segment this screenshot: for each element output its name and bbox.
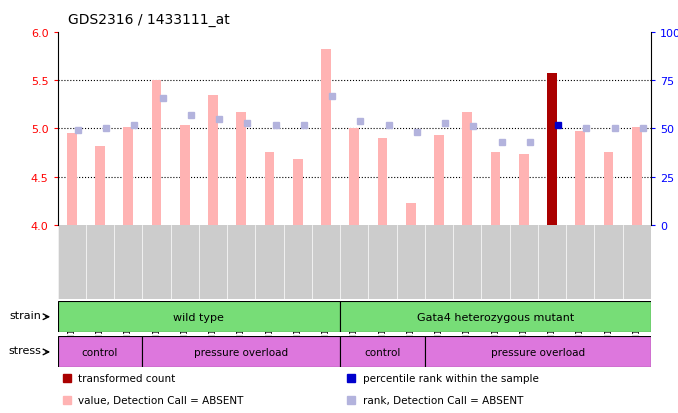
- Bar: [142, 337, 340, 368]
- Bar: [321, 50, 331, 225]
- Bar: [340, 301, 651, 332]
- Bar: [576, 132, 585, 225]
- Bar: [180, 126, 190, 225]
- Bar: [152, 81, 161, 225]
- Text: transformed count: transformed count: [79, 373, 176, 383]
- Text: percentile rank within the sample: percentile rank within the sample: [363, 373, 539, 383]
- Text: GDS2316 / 1433111_at: GDS2316 / 1433111_at: [68, 13, 230, 27]
- Bar: [603, 153, 614, 225]
- Bar: [293, 160, 302, 225]
- Bar: [632, 128, 641, 225]
- Text: control: control: [82, 347, 118, 357]
- Text: pressure overload: pressure overload: [491, 347, 585, 357]
- Text: Gata4 heterozygous mutant: Gata4 heterozygous mutant: [417, 312, 574, 322]
- Bar: [349, 129, 359, 225]
- Bar: [462, 113, 472, 225]
- Bar: [491, 153, 500, 225]
- Text: pressure overload: pressure overload: [194, 347, 288, 357]
- Text: value, Detection Call = ABSENT: value, Detection Call = ABSENT: [79, 395, 244, 405]
- Bar: [425, 337, 651, 368]
- Bar: [264, 153, 275, 225]
- Bar: [208, 95, 218, 225]
- Bar: [340, 337, 425, 368]
- Bar: [58, 301, 340, 332]
- Bar: [95, 146, 105, 225]
- Bar: [123, 128, 133, 225]
- Bar: [434, 136, 444, 225]
- Bar: [378, 139, 387, 225]
- Bar: [67, 134, 77, 225]
- Bar: [406, 204, 416, 225]
- Text: control: control: [364, 347, 401, 357]
- Text: rank, Detection Call = ABSENT: rank, Detection Call = ABSENT: [363, 395, 523, 405]
- Bar: [58, 337, 142, 368]
- Bar: [519, 155, 529, 225]
- Bar: [547, 74, 557, 225]
- Text: wild type: wild type: [174, 312, 224, 322]
- Text: stress: stress: [9, 346, 41, 356]
- Bar: [237, 113, 246, 225]
- Text: strain: strain: [9, 311, 41, 320]
